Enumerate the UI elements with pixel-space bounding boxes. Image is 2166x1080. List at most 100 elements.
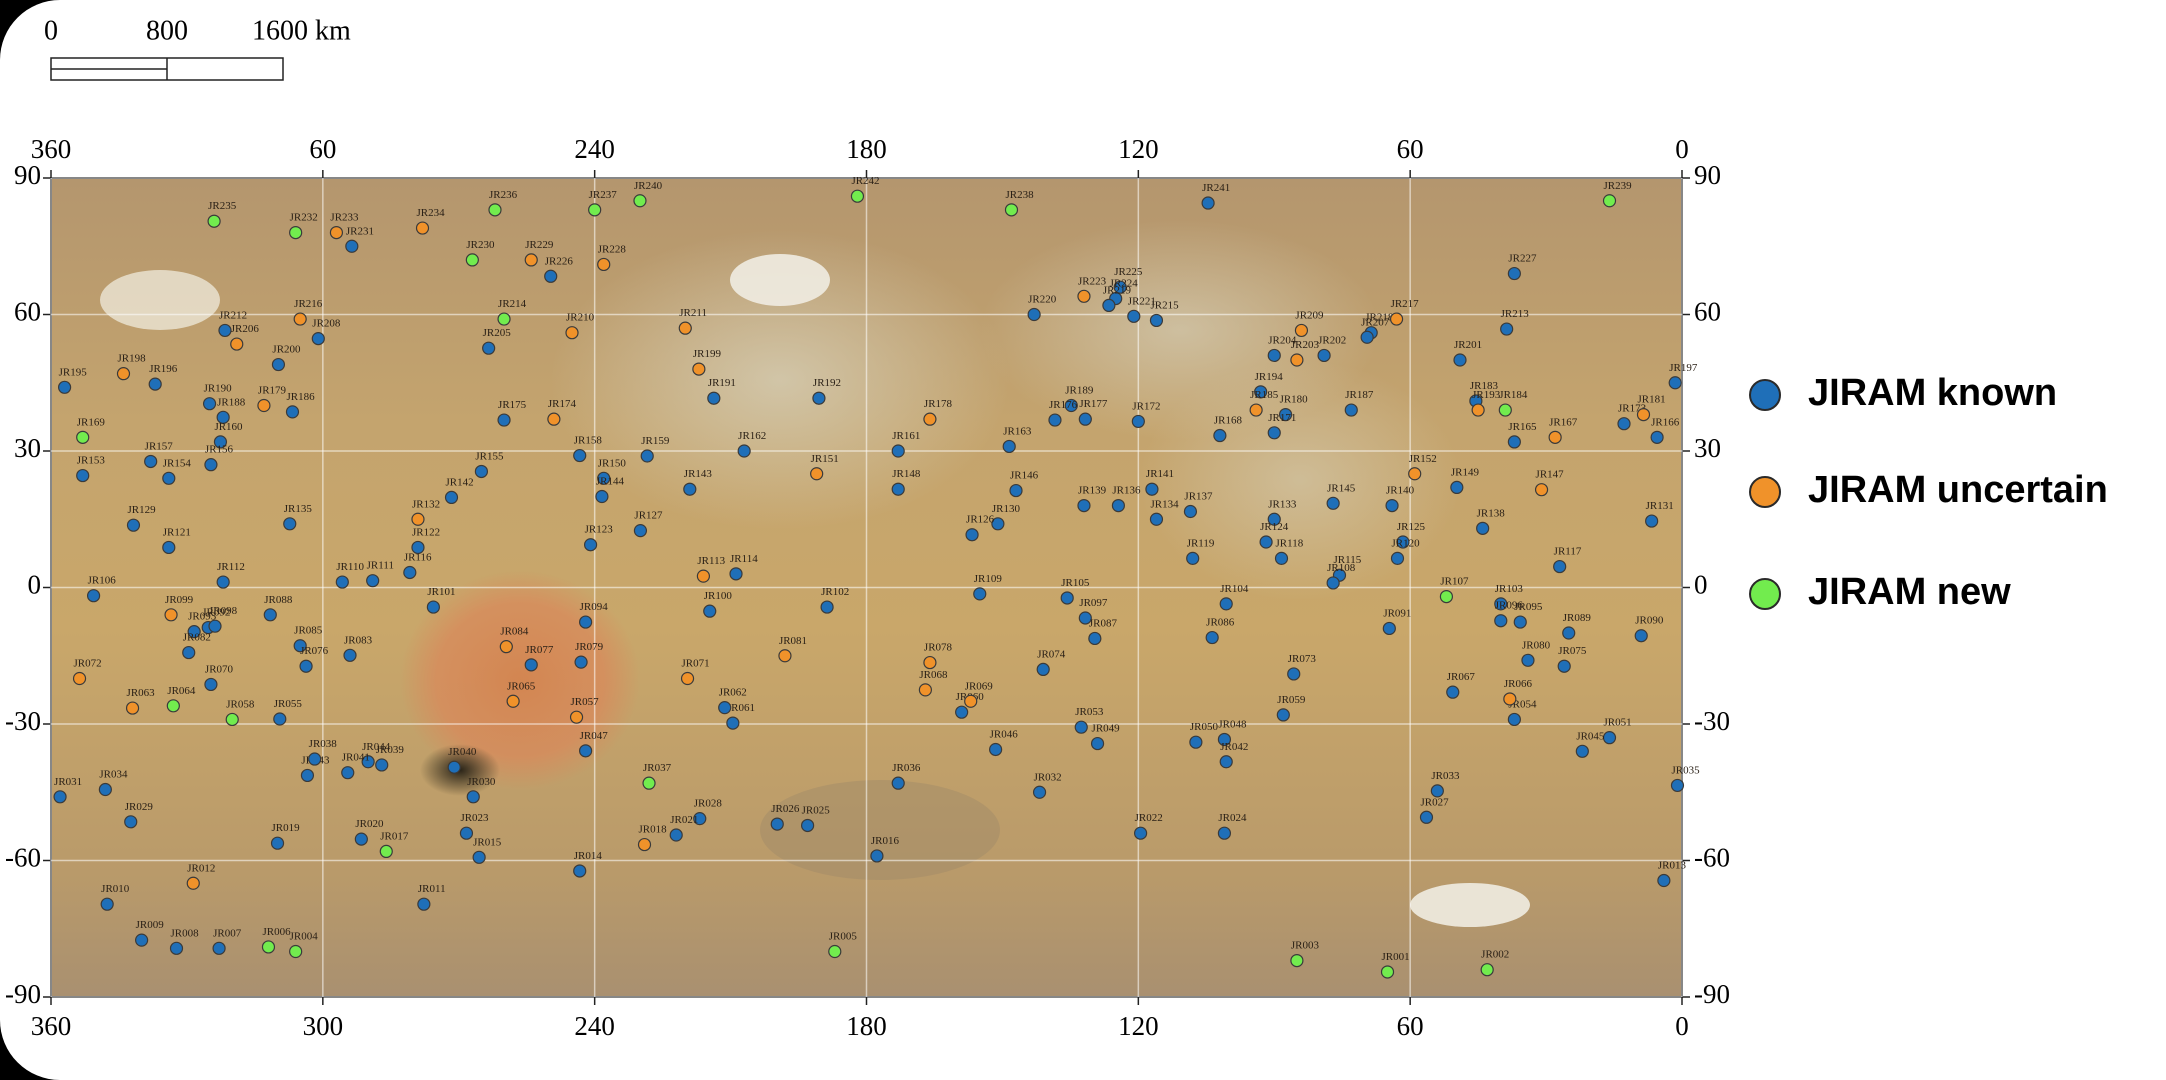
point-label: JR057 xyxy=(571,696,600,708)
point-label: JR191 xyxy=(708,377,736,389)
point-label: JR116 xyxy=(404,551,432,563)
point-label: JR134 xyxy=(1150,498,1179,510)
hotspot xyxy=(164,608,178,622)
point-label: JR230 xyxy=(466,239,495,251)
point-label: JR066 xyxy=(1504,678,1533,690)
point-label: JR036 xyxy=(892,762,921,774)
point-label: JR189 xyxy=(1065,385,1094,397)
hotspot xyxy=(1077,289,1091,303)
point-label: JR223 xyxy=(1078,275,1107,287)
hotspot xyxy=(1267,426,1281,440)
hotspot xyxy=(162,471,176,485)
point-label: JR209 xyxy=(1295,309,1324,321)
legend-marker xyxy=(1749,578,1781,610)
point-label: JR026 xyxy=(771,803,800,815)
hotspot xyxy=(726,716,740,730)
hotspot xyxy=(411,512,425,526)
hotspot xyxy=(1274,551,1289,565)
point-label: JR217 xyxy=(1391,298,1420,310)
hotspot xyxy=(1201,196,1215,210)
point-label: JR174 xyxy=(548,398,577,410)
point-label: JR184 xyxy=(1499,389,1528,401)
point-label: JR005 xyxy=(829,931,858,943)
x-tick-label: 60 xyxy=(309,134,336,164)
hotspot xyxy=(1127,309,1141,323)
point-label: JR011 xyxy=(418,883,446,895)
point-label: JR044 xyxy=(362,741,391,753)
hotspot xyxy=(1562,626,1576,640)
hotspot xyxy=(770,817,784,831)
point-label: JR147 xyxy=(1536,469,1565,481)
hotspot xyxy=(583,538,598,552)
point-label: JR067 xyxy=(1447,671,1476,683)
point-label: JR097 xyxy=(1079,597,1108,609)
hotspot xyxy=(1668,376,1682,390)
point-label: JR013 xyxy=(1658,860,1687,872)
hotspot xyxy=(1027,307,1041,322)
hotspot xyxy=(991,517,1005,531)
hotspot xyxy=(187,625,201,639)
hotspot xyxy=(1634,629,1648,643)
hotspot xyxy=(208,619,222,633)
point-label: JR219 xyxy=(1103,284,1132,296)
scale-bar: 0 800 1600 km xyxy=(44,15,351,81)
hotspot xyxy=(692,362,706,376)
point-label: JR048 xyxy=(1218,718,1247,730)
hotspot xyxy=(1278,408,1293,422)
hotspot xyxy=(1294,323,1309,338)
point-label: JR129 xyxy=(127,504,156,516)
point-label: JR108 xyxy=(1327,562,1356,574)
hotspot xyxy=(76,430,90,444)
point-label: JR098 xyxy=(209,605,238,617)
point-label: JR136 xyxy=(1112,485,1141,497)
point-label: JR231 xyxy=(346,225,374,237)
x-tick-label: 360 xyxy=(31,1011,72,1041)
hotspot xyxy=(144,454,158,469)
point-label: JR146 xyxy=(1010,470,1039,482)
point-label: JR135 xyxy=(284,503,313,515)
hotspot xyxy=(801,818,815,833)
hotspot xyxy=(311,332,325,346)
x-tick-label: 180 xyxy=(846,134,887,164)
hotspot xyxy=(1113,280,1127,294)
hotspot xyxy=(124,815,138,829)
point-label: JR039 xyxy=(376,744,405,756)
point-label: JR077 xyxy=(525,644,554,656)
point-label: JR012 xyxy=(187,862,215,874)
hotspot xyxy=(447,760,461,774)
hotspot xyxy=(411,540,425,555)
hotspot xyxy=(1636,408,1651,422)
point-label: JR086 xyxy=(1206,617,1235,629)
hotspot xyxy=(1408,467,1422,481)
point-label: JR140 xyxy=(1386,485,1415,497)
point-label: JR053 xyxy=(1075,706,1104,718)
hotspot xyxy=(1575,744,1589,758)
hotspot xyxy=(870,849,884,863)
hotspot xyxy=(778,649,792,663)
hotspot xyxy=(810,467,824,481)
hotspot xyxy=(579,615,593,629)
hotspot xyxy=(506,694,520,708)
point-label: JR166 xyxy=(1651,416,1680,428)
hotspot xyxy=(1670,778,1685,793)
point-label: JR131 xyxy=(1646,500,1674,512)
point-label: JR061 xyxy=(727,702,755,714)
point-label: JR022 xyxy=(1135,812,1163,824)
point-label: JR093 xyxy=(188,611,217,623)
hotspot xyxy=(683,482,697,496)
point-label: JR137 xyxy=(1184,491,1213,503)
hotspot xyxy=(444,490,459,505)
hotspot xyxy=(573,864,587,878)
point-label: JR178 xyxy=(924,398,953,410)
point-label: JR123 xyxy=(585,524,614,536)
hotspot xyxy=(1189,735,1203,749)
hotspot xyxy=(1507,712,1521,727)
y-tick-label: 90 xyxy=(1694,160,1721,190)
hotspot xyxy=(126,518,141,532)
y-tick-label: -30 xyxy=(5,706,41,736)
point-label: JR006 xyxy=(262,926,291,938)
hotspot xyxy=(148,377,162,391)
point-label: JR096 xyxy=(1495,600,1524,612)
hotspot xyxy=(707,391,721,405)
x-tick-label: 300 xyxy=(303,1011,344,1041)
